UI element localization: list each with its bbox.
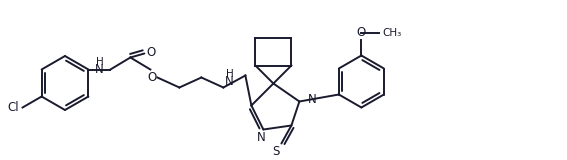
Text: Cl: Cl (8, 101, 19, 114)
Text: N: N (257, 131, 266, 144)
Text: CH₃: CH₃ (382, 28, 401, 37)
Text: S: S (273, 145, 280, 158)
Text: H: H (95, 56, 103, 67)
Text: N: N (95, 63, 104, 76)
Text: O: O (148, 71, 157, 84)
Text: O: O (357, 26, 366, 39)
Text: N: N (225, 75, 234, 88)
Text: H: H (226, 68, 233, 79)
Text: O: O (147, 46, 156, 59)
Text: N: N (307, 93, 316, 106)
